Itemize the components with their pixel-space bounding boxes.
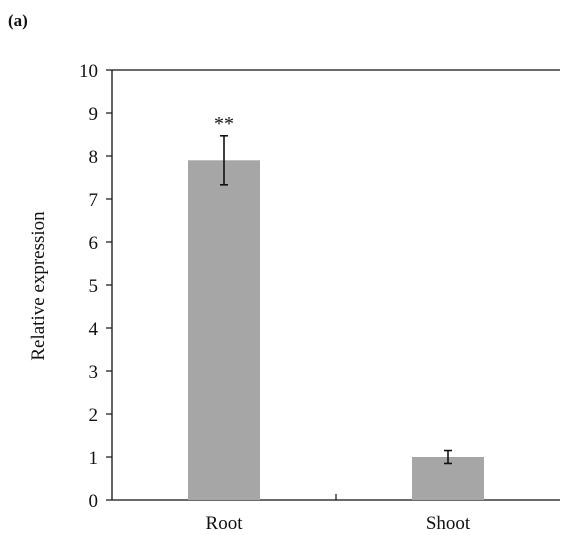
y-tick-label: 9 <box>89 104 99 125</box>
y-tick-label: 8 <box>89 147 99 168</box>
y-tick-label: 2 <box>89 405 99 426</box>
significance-marker: ** <box>214 113 234 135</box>
y-tick-label: 5 <box>89 276 99 297</box>
y-tick-label: 6 <box>89 233 99 254</box>
x-tick-label: Root <box>206 513 244 534</box>
y-tick-label: 1 <box>89 448 99 469</box>
y-tick-label: 4 <box>89 319 99 340</box>
y-tick-label: 7 <box>89 190 99 211</box>
panel-label: (a) <box>8 11 28 30</box>
y-tick-label: 10 <box>79 61 98 82</box>
y-axis-title: Relative expression <box>28 211 49 361</box>
y-tick-label: 3 <box>89 362 99 383</box>
plot-area: 0 1 2 3 4 5 6 7 8 9 10 Root ** Shoot <box>79 61 560 534</box>
bar-root <box>188 160 260 501</box>
x-tick-label: Shoot <box>426 513 471 534</box>
y-tick-label: 0 <box>89 491 99 512</box>
